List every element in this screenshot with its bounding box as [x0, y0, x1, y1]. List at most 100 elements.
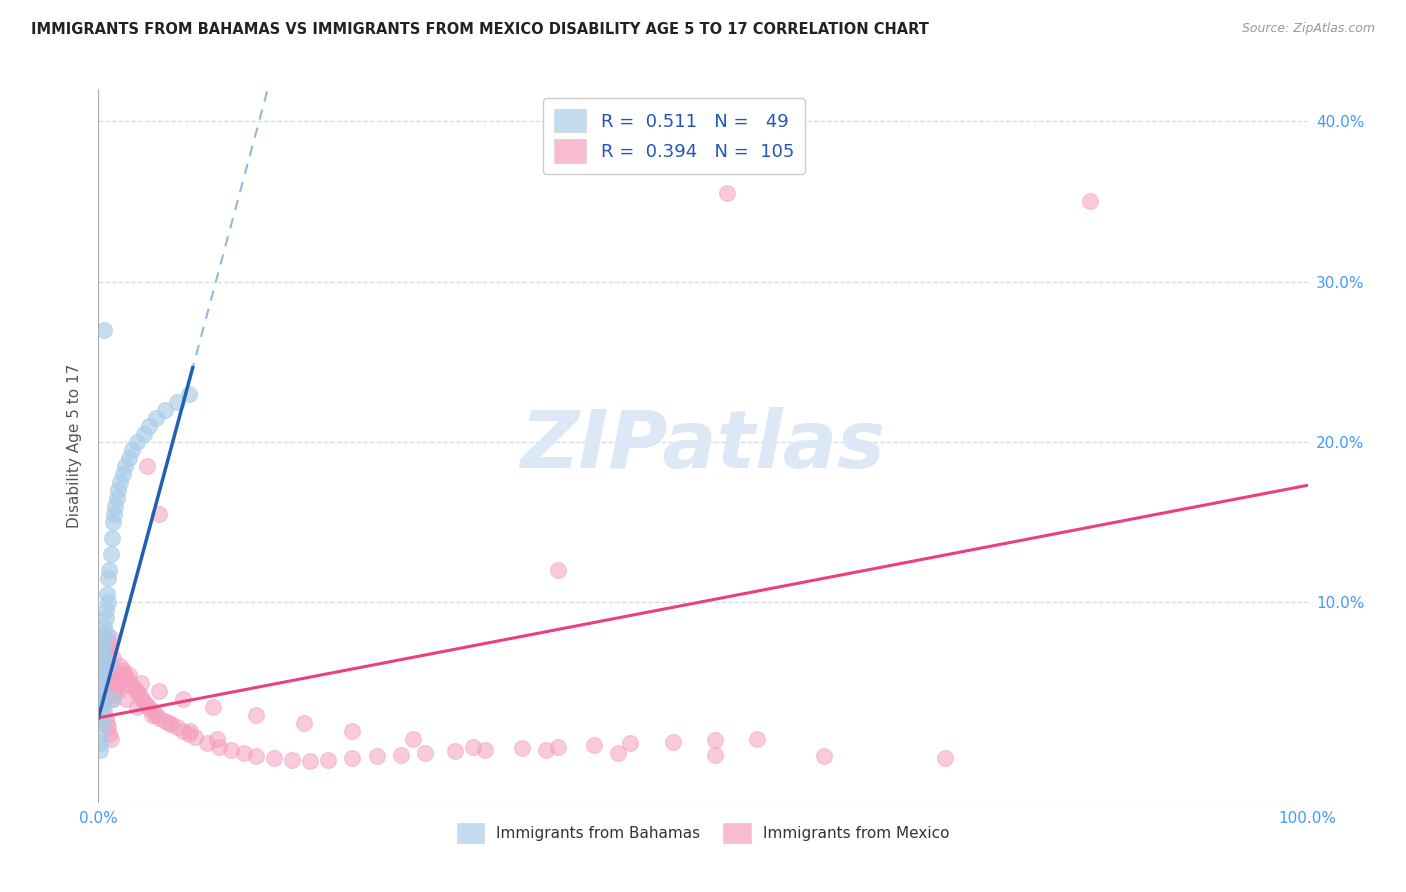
Point: [91, 663, 114, 677]
Point: [98, 727, 121, 741]
Text: Source: ZipAtlas.com: Source: ZipAtlas.com: [1241, 22, 1375, 36]
Point: [121, 679, 143, 693]
Point: [292, 715, 315, 730]
Legend: Immigrants from Bahamas, Immigrants from Mexico: Immigrants from Bahamas, Immigrants from…: [450, 817, 956, 848]
Point: [184, 730, 207, 744]
Point: [179, 727, 201, 741]
Point: [91, 689, 114, 703]
Point: [91, 695, 114, 709]
Point: [91, 715, 114, 730]
Point: [138, 419, 160, 434]
Point: [534, 743, 557, 757]
Point: [232, 746, 254, 760]
Point: [96, 627, 118, 641]
Point: [245, 707, 267, 722]
Point: [101, 691, 124, 706]
Point: [704, 733, 727, 747]
Point: [179, 387, 201, 401]
Point: [166, 395, 188, 409]
Point: [97, 721, 120, 735]
Point: [100, 731, 122, 746]
Point: [131, 691, 153, 706]
Point: [202, 699, 225, 714]
Point: [342, 751, 364, 765]
Point: [221, 743, 243, 757]
Point: [444, 744, 467, 758]
Point: [153, 714, 176, 728]
Point: [101, 651, 124, 665]
Point: [91, 651, 114, 665]
Point: [107, 683, 129, 698]
Point: [145, 411, 167, 425]
Point: [90, 683, 112, 698]
Point: [118, 667, 141, 681]
Point: [108, 669, 131, 683]
Point: [100, 631, 122, 645]
Point: [89, 736, 111, 750]
Point: [118, 675, 141, 690]
Point: [96, 667, 118, 681]
Point: [98, 635, 121, 649]
Point: [195, 736, 218, 750]
Point: [114, 458, 136, 473]
Point: [90, 695, 112, 709]
Point: [104, 681, 127, 696]
Point: [89, 689, 111, 703]
Point: [91, 699, 114, 714]
Point: [111, 663, 134, 677]
Point: [103, 685, 125, 699]
Point: [172, 691, 194, 706]
Point: [129, 675, 152, 690]
Point: [100, 675, 122, 690]
Point: [413, 746, 436, 760]
Point: [342, 723, 364, 738]
Point: [97, 571, 120, 585]
Point: [661, 735, 683, 749]
Point: [91, 659, 114, 673]
Point: [90, 727, 112, 741]
Point: [547, 563, 569, 577]
Point: [205, 731, 228, 746]
Point: [157, 715, 180, 730]
Point: [93, 619, 115, 633]
Point: [463, 739, 485, 754]
Text: IMMIGRANTS FROM BAHAMAS VS IMMIGRANTS FROM MEXICO DISABILITY AGE 5 TO 17 CORRELA: IMMIGRANTS FROM BAHAMAS VS IMMIGRANTS FR…: [31, 22, 929, 37]
Point: [813, 749, 835, 764]
Point: [263, 751, 285, 765]
Point: [510, 741, 533, 756]
Point: [108, 659, 131, 673]
Point: [366, 749, 388, 764]
Point: [97, 595, 120, 609]
Y-axis label: Disability Age 5 to 17: Disability Age 5 to 17: [67, 364, 83, 528]
Point: [134, 695, 156, 709]
Point: [103, 507, 125, 521]
Point: [110, 665, 132, 680]
Point: [547, 739, 569, 754]
Point: [148, 507, 170, 521]
Point: [135, 458, 157, 473]
Point: [89, 743, 111, 757]
Point: [141, 707, 163, 722]
Point: [474, 743, 496, 757]
Point: [166, 721, 188, 735]
Point: [208, 739, 231, 754]
Point: [179, 723, 201, 738]
Point: [607, 746, 630, 760]
Point: [148, 683, 170, 698]
Point: [98, 563, 121, 577]
Point: [108, 475, 131, 489]
Point: [389, 747, 412, 762]
Point: [117, 673, 139, 687]
Point: [160, 717, 183, 731]
Point: [747, 731, 769, 746]
Point: [716, 186, 738, 201]
Point: [89, 679, 111, 693]
Point: [127, 435, 149, 450]
Point: [94, 603, 117, 617]
Point: [153, 403, 176, 417]
Point: [118, 450, 141, 465]
Point: [93, 631, 115, 645]
Point: [145, 707, 167, 722]
Point: [91, 635, 114, 649]
Point: [583, 738, 606, 752]
